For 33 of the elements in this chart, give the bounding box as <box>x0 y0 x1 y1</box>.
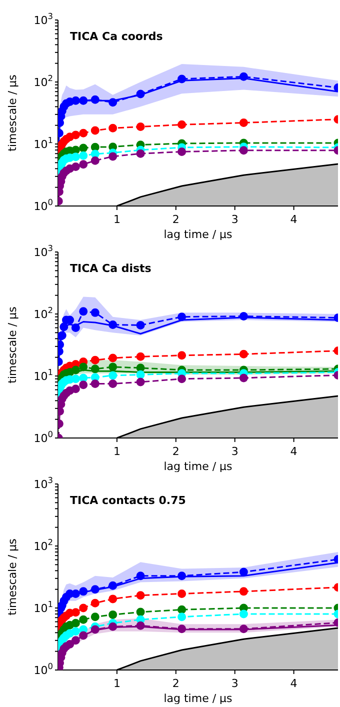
y-axis-title: timescale / μs <box>6 538 19 616</box>
x-tick-label: 3 <box>231 677 238 690</box>
y-tick-label: 10$^{2}$ <box>34 73 53 89</box>
y-tick-label: 10$^{3}$ <box>34 243 53 259</box>
y-tick-label: 10$^{2}$ <box>34 537 53 553</box>
text: TICA Ca coords <box>70 30 163 43</box>
y-tick-label: 10$^{1}$ <box>34 135 53 151</box>
x-tick-label: 3 <box>231 213 238 226</box>
x-tick-label: 2 <box>172 213 180 226</box>
x-tick-label: 1 <box>113 213 120 226</box>
y-tick-label: 10$^{0}$ <box>34 661 53 677</box>
text: TICA contacts 0.75 <box>70 494 186 507</box>
y-axis-title: timescale / μs <box>6 306 19 384</box>
y-tick-label: 10$^{1}$ <box>34 599 53 615</box>
x-tick-label: 1 <box>113 677 120 690</box>
y-tick-label: 10$^{2}$ <box>34 305 53 321</box>
x-tick-label: 4 <box>290 677 298 690</box>
x-axis-title: lag time / μs <box>164 460 233 473</box>
y-tick-label: 10$^{3}$ <box>34 11 53 27</box>
x-tick-label: 1 <box>113 445 120 458</box>
y-tick-label: 10$^{0}$ <box>34 197 53 213</box>
y-tick-label: 10$^{0}$ <box>34 429 53 445</box>
x-tick-label: 4 <box>290 445 298 458</box>
x-tick-label: 2 <box>172 445 180 458</box>
x-axis-title: lag time / μs <box>164 228 233 241</box>
y-tick-label: 10$^{1}$ <box>34 367 53 383</box>
x-tick-label: 2 <box>172 677 180 690</box>
x-tick-label: 3 <box>231 445 238 458</box>
x-tick-label: 4 <box>290 213 298 226</box>
y-axis-title: timescale / μs <box>6 74 19 152</box>
text: TICA Ca dists <box>70 262 152 275</box>
x-axis-title: lag time / μs <box>164 692 233 705</box>
y-tick-label: 10$^{3}$ <box>34 475 53 491</box>
